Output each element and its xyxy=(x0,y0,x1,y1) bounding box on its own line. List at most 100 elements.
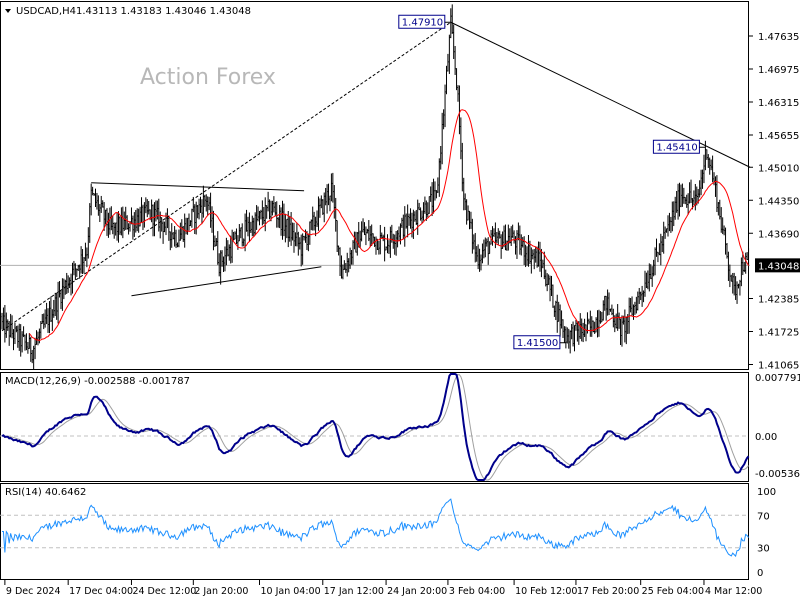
ohlc-bar xyxy=(434,181,436,201)
ohlc-bar xyxy=(598,309,600,337)
ohlc-bar xyxy=(652,259,655,277)
ohlc-bar xyxy=(175,229,177,249)
ohlc-bar xyxy=(506,240,508,251)
ohlc-bar xyxy=(27,341,29,354)
ohlc-bar xyxy=(507,224,510,251)
time-tick-label: 25 Feb 04:00 xyxy=(642,586,704,597)
ohlc-bar xyxy=(119,216,121,235)
price-tick-label: 1.43690 xyxy=(758,229,799,240)
ohlc-bar xyxy=(591,316,593,337)
moving-average-line xyxy=(28,109,749,341)
ohlc-bar xyxy=(327,183,330,206)
ohlc-bar xyxy=(709,157,711,175)
triangle-down-icon[interactable] xyxy=(5,9,11,13)
ohlc-bar xyxy=(658,243,661,256)
price-tick-label: 1.42385 xyxy=(758,295,799,306)
ohlc-bar xyxy=(556,294,558,333)
ohlc-values: 1.43113 1.43183 1.43046 1.43048 xyxy=(76,6,251,17)
ohlc-bar xyxy=(422,202,425,221)
ohlc-bar xyxy=(474,232,476,263)
ohlc-bar xyxy=(486,238,488,247)
ohlc-bar xyxy=(522,237,524,248)
ohlc-bar xyxy=(631,296,633,316)
price-tick-label: 1.46315 xyxy=(758,98,799,109)
ohlc-bar xyxy=(178,229,180,248)
ohlc-bar xyxy=(406,204,409,238)
ohlc-bar xyxy=(227,240,229,257)
ohlc-bar xyxy=(437,177,439,194)
ohlc-bar xyxy=(156,200,159,220)
ohlc-bar xyxy=(684,196,686,205)
ohlc-bar xyxy=(291,222,294,241)
ohlc-bar xyxy=(454,45,456,75)
ohlc-bar xyxy=(202,185,205,218)
ohlc-bar xyxy=(511,224,514,238)
ohlc-bar xyxy=(100,195,102,213)
ohlc-bar xyxy=(358,222,360,248)
ohlc-bar xyxy=(91,186,94,196)
ohlc-bar xyxy=(251,215,253,237)
ohlc-bar xyxy=(313,211,315,231)
ohlc-bar xyxy=(254,212,256,235)
ohlc-bar xyxy=(719,199,721,220)
ohlc-bar xyxy=(467,205,469,221)
ohlc-bar xyxy=(303,235,305,241)
ohlc-bar xyxy=(375,236,377,255)
ohlc-bar xyxy=(215,238,218,247)
ohlc-bar xyxy=(294,232,297,247)
ohlc-bar xyxy=(519,225,521,255)
ohlc-bar xyxy=(550,275,553,297)
ohlc-bar xyxy=(481,243,484,264)
macd-line xyxy=(1,373,750,481)
ohlc-bar xyxy=(650,264,652,280)
ohlc-bar xyxy=(93,193,95,196)
ohlc-bar xyxy=(575,319,577,331)
ohlc-bar xyxy=(300,234,302,267)
ohlc-bar xyxy=(463,177,465,211)
ohlc-bar xyxy=(350,250,353,265)
ohlc-bar xyxy=(260,209,262,220)
ohlc-bar xyxy=(494,222,497,249)
ohlc-bar xyxy=(527,235,530,267)
ohlc-bar xyxy=(97,195,100,216)
ohlc-bar xyxy=(208,196,210,211)
ohlc-bar xyxy=(273,196,275,213)
ohlc-bar xyxy=(153,202,156,237)
ohlc-bar xyxy=(473,234,475,250)
ohlc-bar xyxy=(569,330,571,354)
time-tick-label: 17 Jan 12:00 xyxy=(324,586,384,597)
ohlc-bar xyxy=(583,318,586,337)
ohlc-bar xyxy=(87,227,90,259)
ohlc-bar xyxy=(24,334,26,351)
trendline xyxy=(1,21,452,332)
ohlc-bar xyxy=(743,261,745,273)
ohlc-bar xyxy=(516,230,518,259)
ohlc-bar xyxy=(513,230,515,244)
ohlc-bar xyxy=(562,319,564,339)
ohlc-bar xyxy=(537,241,540,267)
price-tick-label: 1.45010 xyxy=(758,163,799,174)
axes: 1.47635 1.46975 1.46315 1.45655 1.45010 1.443… xyxy=(4,32,800,597)
ohlc-bar xyxy=(635,296,638,314)
ohlc-bar xyxy=(711,155,714,183)
ohlc-bar xyxy=(40,321,42,339)
ohlc-bar xyxy=(278,204,281,229)
ohlc-bar xyxy=(717,202,720,216)
ohlc-bar xyxy=(484,237,487,258)
ohlc-bar xyxy=(70,273,72,296)
ohlc-bar xyxy=(44,309,46,328)
ohlc-bar xyxy=(370,224,373,246)
ohlc-bar xyxy=(680,184,682,208)
ohlc-bar xyxy=(35,330,38,345)
ohlc-bar xyxy=(61,278,64,311)
ohlc-bar xyxy=(520,234,522,256)
ohlc-bar xyxy=(335,197,337,232)
ohlc-bar xyxy=(362,218,364,233)
ohlc-bar xyxy=(452,24,455,60)
time-tick-label: 10 Feb 12:00 xyxy=(515,586,577,597)
ohlc-bar xyxy=(747,248,750,266)
ohlc-bar xyxy=(176,242,179,248)
ohlc-bar xyxy=(317,196,320,231)
